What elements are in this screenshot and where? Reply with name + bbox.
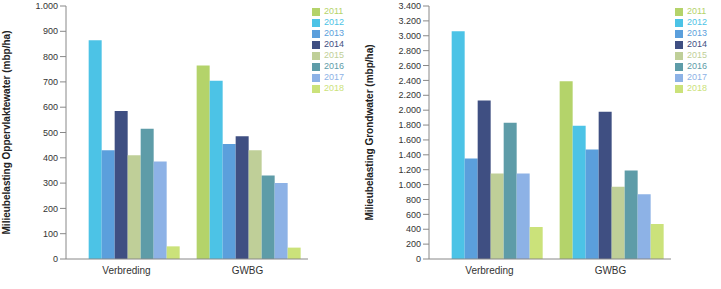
svg-text:1.600: 1.600 <box>398 135 421 145</box>
html-text:2013: 2013 <box>687 28 707 38</box>
html-text:2015: 2015 <box>687 50 707 60</box>
svg-text:3.000: 3.000 <box>398 31 421 41</box>
svg-text:2.600: 2.600 <box>398 61 421 71</box>
html-text:2018: 2018 <box>324 83 344 93</box>
svg-text:800: 800 <box>43 52 58 62</box>
html-text:2012: 2012 <box>324 17 344 27</box>
svg-text:1.000: 1.000 <box>398 180 421 190</box>
html-text:2018: 2018 <box>687 83 707 93</box>
html-text:2015: 2015 <box>324 50 344 60</box>
svg-text:Milieubelasting Grondwater (mb: Milieubelasting Grondwater (mbp/ha) <box>364 44 375 220</box>
svg-text:400: 400 <box>406 224 421 234</box>
svg-text:Milieubelasting Oppervlaktewat: Milieubelasting Oppervlaktewater (mbp/ha… <box>8 31 12 235</box>
svg-text:2.000: 2.000 <box>398 105 421 115</box>
html-text:2014: 2014 <box>687 39 707 49</box>
svg-text:200: 200 <box>43 204 58 214</box>
svg-text:400: 400 <box>43 153 58 163</box>
html-text:2012: 2012 <box>687 17 707 27</box>
svg-text:800: 800 <box>406 195 421 205</box>
svg-text:GWBG: GWBG <box>232 265 264 276</box>
svg-text:300: 300 <box>43 178 58 188</box>
svg-text:500: 500 <box>43 128 58 138</box>
svg-text:1.000: 1.000 <box>35 1 58 11</box>
svg-text:900: 900 <box>43 26 58 36</box>
svg-text:2.800: 2.800 <box>398 46 421 56</box>
svg-text:1.400: 1.400 <box>398 150 421 160</box>
svg-text:Verbreding: Verbreding <box>102 265 150 276</box>
svg-text:200: 200 <box>406 239 421 249</box>
html-text:2016: 2016 <box>324 61 344 71</box>
svg-text:3.200: 3.200 <box>398 16 421 26</box>
svg-text:Verbreding: Verbreding <box>465 265 513 276</box>
html-text:2014: 2014 <box>324 39 344 49</box>
svg-text:2.400: 2.400 <box>398 76 421 86</box>
svg-text:100: 100 <box>43 229 58 239</box>
svg-text:0: 0 <box>53 254 58 264</box>
svg-text:2.200: 2.200 <box>398 90 421 100</box>
html-text:2011: 2011 <box>687 6 707 16</box>
svg-text:GWBG: GWBG <box>595 265 627 276</box>
svg-text:0: 0 <box>416 254 421 264</box>
svg-text:600: 600 <box>43 102 58 112</box>
html-text:2011: 2011 <box>324 6 344 16</box>
svg-text:1.200: 1.200 <box>398 165 421 175</box>
html-text:2017: 2017 <box>324 72 344 82</box>
html-text:2013: 2013 <box>324 28 344 38</box>
svg-text:600: 600 <box>406 210 421 220</box>
svg-text:700: 700 <box>43 77 58 87</box>
svg-text:3.400: 3.400 <box>398 1 421 11</box>
html-text:2016: 2016 <box>687 61 707 71</box>
html-text:2017: 2017 <box>687 72 707 82</box>
svg-text:1.800: 1.800 <box>398 120 421 130</box>
